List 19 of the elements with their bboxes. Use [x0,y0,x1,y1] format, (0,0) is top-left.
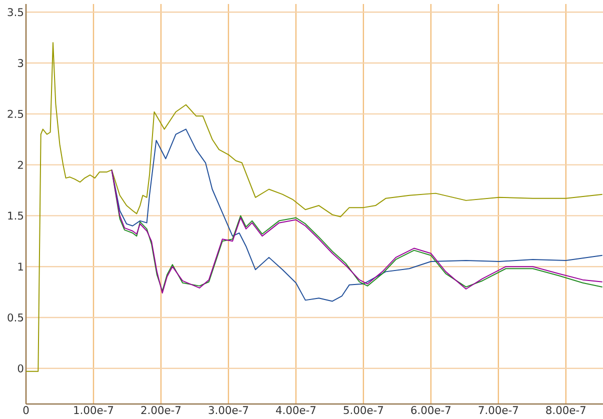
x-tick-label: 0 [23,406,29,414]
x-tick-label: 7.00e-7 [478,406,518,414]
x-tick-label: 1.00e-7 [74,406,114,414]
line-series [26,42,603,372]
y-tick-label: 0.5 [8,313,24,322]
y-tick-label: 3 [18,58,24,68]
y-tick-label: 0 [18,364,24,372]
line-series [111,128,603,302]
y-tick-label: 2.5 [8,110,24,118]
x-tick-label: 3.00e-7 [208,406,248,414]
y-tick-label: 2 [18,160,23,169]
x-tick-label: 2.00e-7 [141,406,181,414]
x-tick-label: 8.00e-7 [546,406,586,414]
x-tick-label: 5.00e-7 [344,406,383,414]
y-tick-label: 1 [18,262,23,270]
x-tick-label: 4.00e-7 [276,406,316,414]
y-tick-label: 3.5 [8,8,24,16]
y-tick-label: 1.5 [8,212,24,220]
x-tick-label: 6.00e-7 [411,406,450,414]
